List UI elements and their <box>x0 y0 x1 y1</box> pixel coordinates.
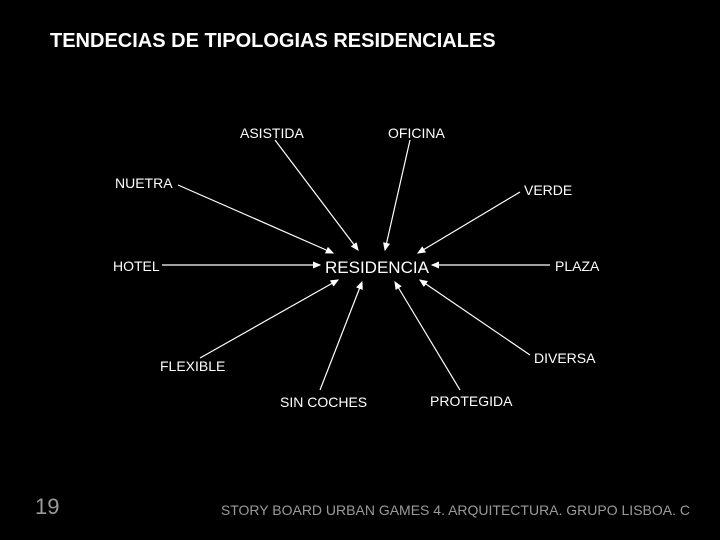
page-number: 19 <box>35 494 59 520</box>
diagram-line <box>320 282 362 390</box>
diagram-line <box>275 140 358 250</box>
label-oficina: OFICINA <box>388 125 445 141</box>
diagram-line <box>178 185 333 253</box>
slide-title: TENDECIAS DE TIPOLOGIAS RESIDENCIALES <box>50 30 496 53</box>
label-plaza: PLAZA <box>555 258 599 274</box>
footer-text: STORY BOARD URBAN GAMES 4. ARQUITECTURA.… <box>221 502 690 518</box>
label-verde: VERDE <box>524 182 572 198</box>
label-asistida: ASISTIDA <box>240 125 304 141</box>
diagram-line <box>385 140 410 250</box>
label-diversa: DIVERSA <box>534 350 595 366</box>
label-nuetra: NUETRA <box>115 175 173 191</box>
center-node: RESIDENCIA <box>325 258 429 278</box>
label-protegida: PROTEGIDA <box>430 393 512 409</box>
diagram-line <box>395 282 460 390</box>
diagram-line <box>200 280 338 358</box>
label-flexible: FLEXIBLE <box>160 358 225 374</box>
diagram-line <box>420 280 530 355</box>
diagram-line <box>418 192 520 253</box>
label-hotel: HOTEL <box>113 258 160 274</box>
label-sincoches: SIN COCHES <box>280 394 367 410</box>
